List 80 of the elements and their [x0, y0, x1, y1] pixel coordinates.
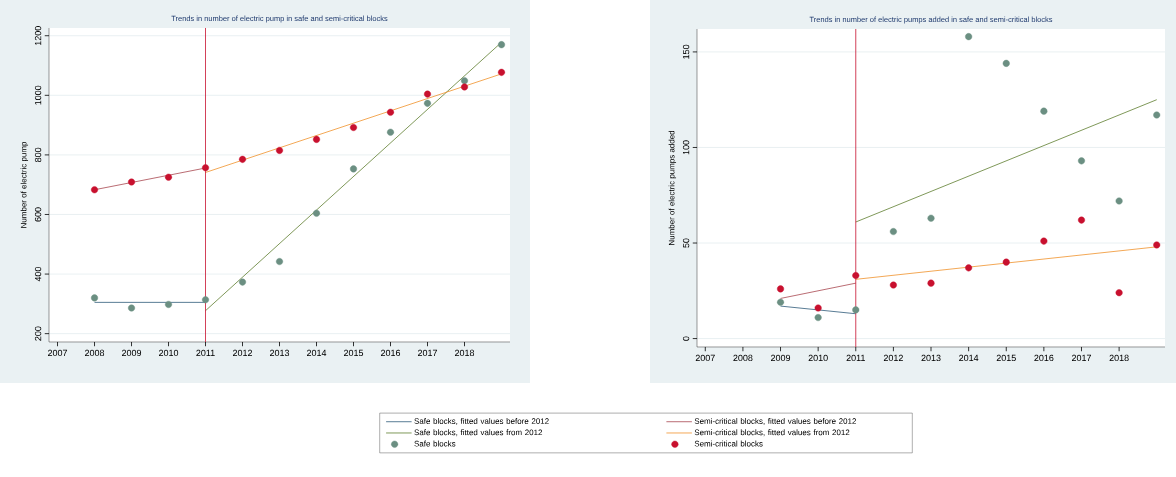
point — [424, 99, 431, 107]
point — [239, 278, 247, 286]
point — [777, 298, 785, 306]
point — [91, 186, 99, 194]
point — [1077, 216, 1085, 224]
point — [889, 281, 897, 289]
point — [498, 68, 505, 76]
point — [165, 300, 173, 308]
y-tick-label: 50 — [682, 238, 690, 248]
x-tick-label: 2014 — [959, 354, 979, 362]
point — [1153, 241, 1161, 249]
y-tick-label: 100 — [682, 140, 690, 155]
point — [313, 135, 321, 143]
x-tick-label: 2016 — [380, 349, 401, 357]
y-tick-label: 1200 — [34, 26, 42, 46]
point — [387, 128, 395, 136]
point — [350, 123, 358, 131]
point — [1002, 59, 1010, 67]
x-tick-label: 2017 — [1071, 354, 1092, 362]
point — [965, 264, 973, 272]
point — [1115, 289, 1123, 297]
point — [814, 304, 822, 312]
x-tick-label: 2018 — [454, 349, 475, 357]
point — [1002, 258, 1010, 266]
point — [1115, 197, 1123, 205]
point — [165, 173, 173, 181]
point — [927, 214, 935, 222]
point — [852, 272, 860, 280]
point — [965, 33, 973, 41]
y-tick-label: 400 — [34, 266, 42, 282]
x-tick-label: 2014 — [306, 349, 327, 357]
x-tick-label: 2012 — [232, 349, 253, 357]
y-tick-label: 150 — [682, 44, 690, 59]
point — [461, 83, 468, 91]
y-tick-label: 800 — [34, 147, 42, 162]
point — [239, 155, 247, 163]
point — [461, 77, 468, 85]
x-tick-label: 2012 — [883, 354, 903, 362]
point — [1077, 157, 1085, 165]
x-tick-label: 2013 — [269, 349, 290, 357]
y-tick-label: 0 — [682, 336, 690, 341]
x-tick-label: 2017 — [417, 349, 438, 357]
x-tick-label: 2007 — [48, 349, 68, 357]
x-tick-label: 2007 — [695, 354, 715, 362]
point — [498, 41, 505, 49]
point — [313, 209, 321, 217]
x-tick-label: 2015 — [996, 354, 1016, 362]
point — [814, 314, 822, 322]
point — [889, 228, 897, 236]
point — [424, 90, 431, 98]
point — [1040, 107, 1048, 115]
point — [350, 165, 358, 173]
point — [1153, 111, 1161, 119]
point — [852, 306, 860, 314]
point — [91, 294, 99, 302]
y-tick-label: 1000 — [34, 85, 42, 105]
x-tick-label: 2011 — [196, 349, 215, 357]
point — [777, 285, 785, 293]
y-tick-label: 600 — [34, 207, 42, 222]
point — [202, 296, 210, 304]
point — [276, 146, 284, 154]
point — [128, 178, 136, 186]
x-tick-label: 2013 — [921, 354, 941, 362]
point — [202, 164, 210, 172]
x-tick-label: 2015 — [343, 349, 364, 357]
x-tick-label: 2010 — [808, 354, 828, 362]
y-tick-label: 200 — [34, 326, 42, 341]
x-tick-label: 2011 — [846, 354, 865, 362]
point — [1040, 237, 1048, 245]
x-tick-label: 2008 — [85, 349, 105, 357]
x-tick-label: 2009 — [122, 349, 142, 357]
x-tick-label: 2016 — [1034, 354, 1054, 362]
x-tick-label: 2008 — [733, 354, 753, 362]
x-tick-label: 2018 — [1109, 354, 1129, 362]
x-tick-label: 2009 — [771, 354, 791, 362]
point — [927, 279, 935, 287]
x-tick-label: 2010 — [159, 349, 179, 357]
point — [387, 108, 395, 116]
point — [276, 258, 284, 266]
point — [128, 304, 136, 312]
